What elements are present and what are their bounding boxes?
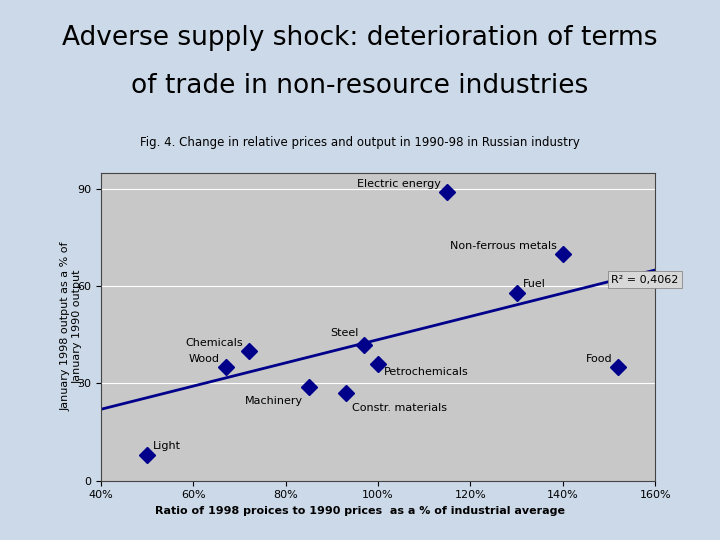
Text: Light: Light [153,441,181,451]
Text: Petrochemicals: Petrochemicals [384,367,469,377]
Text: Adverse supply shock: deterioration of terms: Adverse supply shock: deterioration of t… [62,25,658,51]
Text: of trade in non-resource industries: of trade in non-resource industries [131,73,589,99]
Text: Machinery: Machinery [245,396,302,407]
Text: Fig. 4. Change in relative prices and output in 1990-98 in Russian industry: Fig. 4. Change in relative prices and ou… [140,136,580,149]
Text: Ratio of 1998 proices to 1990 prices  as a % of industrial average: Ratio of 1998 proices to 1990 prices as … [155,505,565,516]
Text: Food: Food [585,354,612,364]
Text: Wood: Wood [189,354,220,364]
Text: R² = 0,4062: R² = 0,4062 [611,275,679,285]
Y-axis label: January 1998 output as a % of
January 1990 output: January 1998 output as a % of January 19… [60,242,82,411]
Text: Fuel: Fuel [523,279,546,289]
Text: Chemicals: Chemicals [185,338,243,348]
Text: Non-ferrous metals: Non-ferrous metals [450,240,557,251]
Text: Constr. materials: Constr. materials [351,403,446,413]
Text: Electric energy: Electric energy [357,179,441,189]
Text: Steel: Steel [330,328,358,338]
